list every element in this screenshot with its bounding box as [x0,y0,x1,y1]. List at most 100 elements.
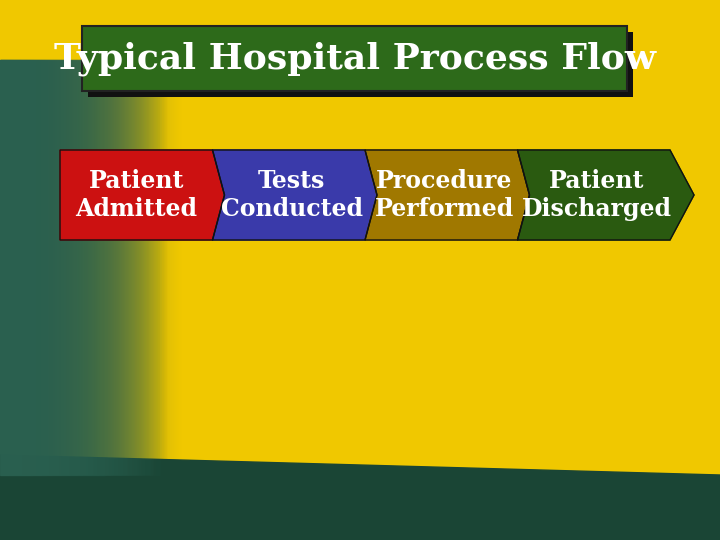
Polygon shape [64,60,65,540]
Polygon shape [66,60,67,540]
Polygon shape [5,60,6,475]
Polygon shape [15,60,16,475]
Polygon shape [106,60,107,540]
Polygon shape [106,60,107,475]
Polygon shape [152,60,153,475]
Polygon shape [95,60,96,540]
Polygon shape [87,60,88,540]
Polygon shape [70,60,71,540]
Polygon shape [60,150,225,240]
Polygon shape [74,60,75,475]
Polygon shape [16,60,17,475]
Polygon shape [7,60,8,475]
Polygon shape [30,60,31,540]
Polygon shape [51,60,52,475]
Polygon shape [55,60,56,475]
Polygon shape [78,60,79,475]
Polygon shape [17,60,18,475]
Polygon shape [116,60,117,475]
Polygon shape [15,60,16,540]
Polygon shape [89,60,90,540]
Polygon shape [117,60,118,540]
Polygon shape [82,60,83,475]
Polygon shape [107,60,108,475]
Polygon shape [122,60,123,540]
Polygon shape [19,60,20,475]
Polygon shape [98,60,99,475]
Text: Tests
Conducted: Tests Conducted [221,169,363,221]
Polygon shape [105,60,106,540]
Polygon shape [82,60,83,540]
Polygon shape [107,60,108,540]
Polygon shape [17,60,18,540]
Polygon shape [18,60,19,475]
Polygon shape [65,60,66,540]
Polygon shape [178,60,179,540]
Polygon shape [37,60,38,475]
Polygon shape [126,60,127,475]
Polygon shape [0,455,720,540]
Polygon shape [131,60,132,475]
Polygon shape [109,60,110,540]
Polygon shape [55,60,56,540]
Polygon shape [144,60,145,540]
Polygon shape [40,60,41,540]
Polygon shape [110,60,111,475]
Polygon shape [28,60,29,540]
Polygon shape [84,60,85,540]
Polygon shape [33,60,34,540]
Polygon shape [0,60,1,475]
Text: Procedure
Performed: Procedure Performed [374,169,514,221]
Polygon shape [62,60,63,475]
Polygon shape [92,60,93,540]
Polygon shape [147,60,148,540]
Polygon shape [149,60,150,475]
Polygon shape [10,60,11,540]
Polygon shape [97,60,98,475]
Polygon shape [165,60,166,540]
Polygon shape [1,60,2,475]
Polygon shape [131,60,132,540]
Polygon shape [365,150,529,240]
Polygon shape [170,60,171,540]
Polygon shape [108,60,109,540]
Polygon shape [99,60,100,475]
Polygon shape [100,60,101,475]
Polygon shape [25,60,26,540]
Polygon shape [146,60,147,540]
Polygon shape [152,60,153,540]
Polygon shape [59,60,60,475]
Polygon shape [123,60,124,540]
Polygon shape [23,60,24,540]
Polygon shape [39,60,40,540]
Polygon shape [159,60,160,540]
Polygon shape [29,60,30,475]
Polygon shape [60,60,61,475]
Polygon shape [164,60,165,540]
Polygon shape [14,60,15,475]
Polygon shape [158,60,159,540]
Polygon shape [140,60,141,540]
Polygon shape [104,60,105,475]
Polygon shape [52,60,53,540]
Polygon shape [45,60,46,475]
Polygon shape [146,60,147,475]
Polygon shape [31,60,32,475]
Polygon shape [125,60,126,475]
Polygon shape [2,60,3,475]
Polygon shape [47,60,48,540]
Polygon shape [132,60,133,540]
Polygon shape [58,60,59,475]
Polygon shape [129,60,130,540]
Polygon shape [105,60,106,475]
Polygon shape [18,60,19,540]
Polygon shape [24,60,25,475]
Polygon shape [23,60,24,475]
Polygon shape [111,60,112,475]
Text: Patient
Discharged: Patient Discharged [522,169,672,221]
Polygon shape [111,60,112,540]
Polygon shape [22,60,23,475]
Polygon shape [34,60,35,540]
Polygon shape [90,60,91,475]
Polygon shape [169,60,170,540]
